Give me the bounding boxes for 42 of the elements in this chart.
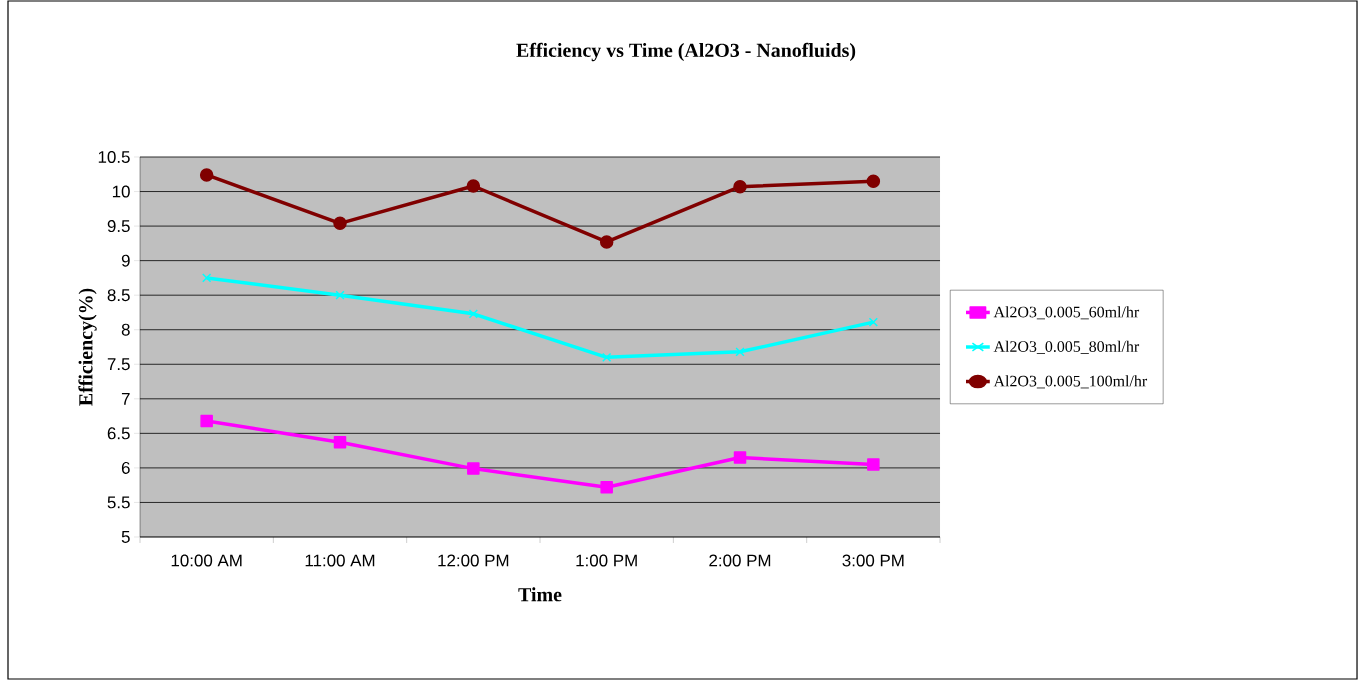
y-tick-label: 6.5 bbox=[107, 427, 130, 440]
x-tick-label: 2:00 PM bbox=[709, 554, 771, 567]
x-tick-label: 10:00 AM bbox=[171, 554, 242, 567]
x-tick-label: 3:00 PM bbox=[842, 554, 904, 567]
y-tick-label: 8.5 bbox=[107, 289, 130, 302]
legend-label: Al2O3_0.005_100ml/hr bbox=[993, 375, 1148, 389]
point bbox=[868, 317, 878, 327]
y-tick-label: 9 bbox=[121, 254, 130, 267]
point bbox=[199, 168, 214, 182]
point bbox=[468, 309, 478, 319]
point bbox=[200, 414, 213, 428]
y-tick-label: 5.5 bbox=[107, 496, 130, 509]
y-tick-label: 10.5 bbox=[98, 150, 130, 163]
legend-label: Al2O3_0.005_60ml/hr bbox=[993, 306, 1140, 320]
y-tick-label: 8 bbox=[121, 323, 130, 336]
point bbox=[733, 179, 747, 194]
chart-title: Efficiency vs Time (Al2O3 - Nanofluids) bbox=[516, 42, 856, 62]
y-tick-label: 7 bbox=[121, 392, 130, 405]
point bbox=[866, 174, 881, 188]
x-tick-label: 11:00 AM bbox=[305, 554, 375, 567]
legend-label: Al2O3_0.005_80ml/hr bbox=[993, 340, 1140, 354]
point bbox=[599, 235, 614, 249]
y-axis-title: Efficiency(%) bbox=[78, 288, 97, 406]
point bbox=[600, 481, 613, 494]
y-tick-label: 5 bbox=[121, 531, 130, 543]
y-tick-label: 6 bbox=[121, 461, 130, 474]
point bbox=[867, 458, 880, 471]
point bbox=[333, 436, 347, 449]
x-tick-label: 1:00 PM bbox=[576, 554, 637, 567]
y-tick-label: 9.5 bbox=[107, 220, 130, 233]
point bbox=[735, 347, 745, 357]
point bbox=[333, 216, 347, 231]
point bbox=[335, 290, 345, 300]
point bbox=[733, 451, 747, 464]
point bbox=[466, 179, 481, 193]
point bbox=[467, 462, 480, 475]
x-tick-label: 12:00 PM bbox=[438, 554, 509, 567]
x-axis-title: Time bbox=[518, 587, 562, 602]
point bbox=[202, 273, 212, 283]
y-tick-label: 7.5 bbox=[107, 358, 130, 371]
point bbox=[602, 352, 612, 362]
y-tick-label: 10 bbox=[112, 185, 130, 198]
